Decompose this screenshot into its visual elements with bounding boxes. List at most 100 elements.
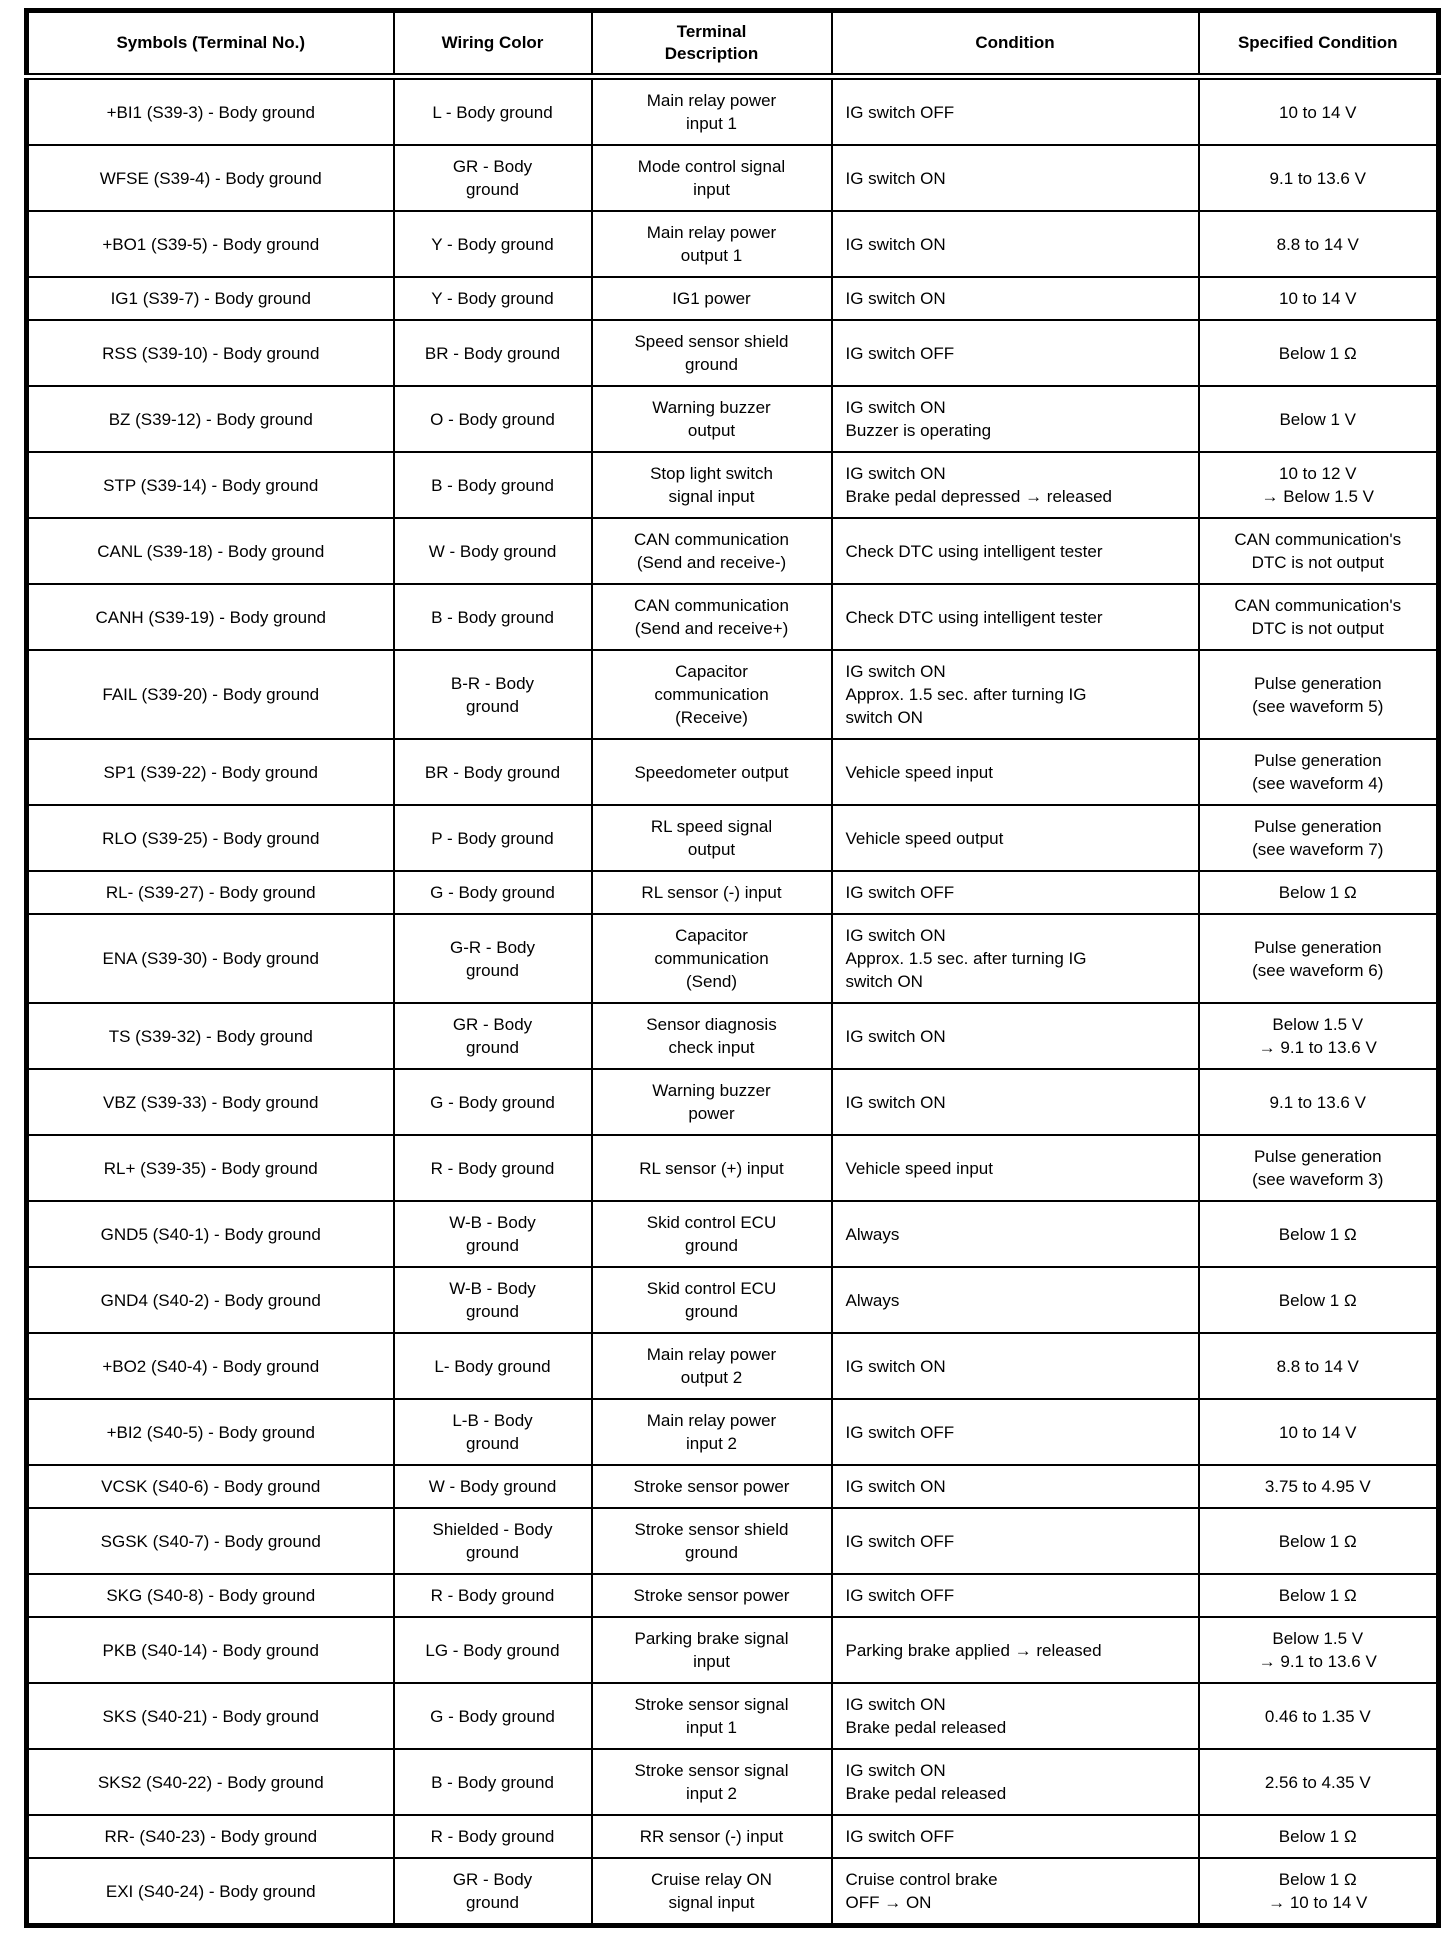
symbol-cell: CANL (S39-18) - Body ground xyxy=(25,517,395,585)
wiring-color-cell: R - Body ground xyxy=(392,1814,593,1859)
table-row: +BI1 (S39-3) - Body ground L - Body grou… xyxy=(25,75,1440,146)
specified-condition-cell: CAN communication's DTC is not output xyxy=(1197,517,1440,585)
specified-condition-cell: Pulse generation (see waveform 4) xyxy=(1197,738,1440,806)
specified-condition-cell: Below 1 Ω xyxy=(1197,1573,1440,1618)
terminal-description-cell: Stroke sensor signal input 2 xyxy=(590,1748,833,1816)
condition-cell: IG switch OFF xyxy=(830,1398,1200,1466)
wiring-color-cell: L - Body ground xyxy=(392,75,593,146)
specified-condition-cell: Below 1.5 V → 9.1 to 13.6 V xyxy=(1197,1616,1440,1684)
terminal-description-cell: Sensor diagnosis check input xyxy=(590,1002,833,1070)
terminal-description-cell: Main relay power output 2 xyxy=(590,1332,833,1400)
specified-condition-cell: Below 1.5 V → 9.1 to 13.6 V xyxy=(1197,1002,1440,1070)
specified-condition-cell: 10 to 14 V xyxy=(1197,75,1440,146)
specified-condition-cell: Below 1 Ω xyxy=(1197,1507,1440,1575)
symbol-cell: RL+ (S39-35) - Body ground xyxy=(25,1134,395,1202)
wiring-color-cell: G-R - Body ground xyxy=(392,913,593,1004)
wiring-color-cell: B - Body ground xyxy=(392,1748,593,1816)
column-header-specified-condition: Specified Condition xyxy=(1197,9,1440,80)
specified-condition-cell: Below 1 V xyxy=(1197,385,1440,453)
table-row: VBZ (S39-33) - Body ground G - Body grou… xyxy=(25,1068,1440,1136)
terminal-description-cell: Stop light switch signal input xyxy=(590,451,833,519)
wiring-color-cell: G - Body ground xyxy=(392,1068,593,1136)
terminal-description-cell: RR sensor (-) input xyxy=(590,1814,833,1859)
symbol-cell: GND5 (S40-1) - Body ground xyxy=(25,1200,395,1268)
column-header-terminal-description: Terminal Description xyxy=(590,9,833,80)
terminal-description-cell: Warning buzzer output xyxy=(590,385,833,453)
condition-cell: IG switch OFF xyxy=(830,319,1200,387)
condition-cell: IG switch ON xyxy=(830,210,1200,278)
table-row: SGSK (S40-7) - Body ground Shielded - Bo… xyxy=(25,1507,1440,1575)
condition-cell: IG switch OFF xyxy=(830,870,1200,915)
wiring-color-cell: P - Body ground xyxy=(392,804,593,872)
wiring-color-cell: W-B - Body ground xyxy=(392,1266,593,1334)
condition-cell: Always xyxy=(830,1200,1200,1268)
specified-condition-cell: 10 to 12 V → Below 1.5 V xyxy=(1197,451,1440,519)
condition-cell: IG switch ON Approx. 1.5 sec. after turn… xyxy=(830,649,1200,740)
specified-condition-cell: Below 1 Ω xyxy=(1197,319,1440,387)
specified-condition-cell: 9.1 to 13.6 V xyxy=(1197,1068,1440,1136)
terminal-description-cell: Parking brake signal input xyxy=(590,1616,833,1684)
terminal-description-cell: CAN communication (Send and receive-) xyxy=(590,517,833,585)
column-header-wiring-color: Wiring Color xyxy=(392,9,593,80)
table-row: SKS2 (S40-22) - Body ground B - Body gro… xyxy=(25,1748,1440,1816)
symbol-cell: PKB (S40-14) - Body ground xyxy=(25,1616,395,1684)
table-row: RL- (S39-27) - Body ground G - Body grou… xyxy=(25,870,1440,915)
wiring-color-cell: W - Body ground xyxy=(392,517,593,585)
wiring-color-cell: W - Body ground xyxy=(392,1464,593,1509)
specified-condition-cell: Pulse generation (see waveform 5) xyxy=(1197,649,1440,740)
condition-cell: IG switch ON xyxy=(830,276,1200,321)
wiring-color-cell: R - Body ground xyxy=(392,1134,593,1202)
table-row: SKG (S40-8) - Body ground R - Body groun… xyxy=(25,1573,1440,1618)
table-row: CANL (S39-18) - Body ground W - Body gro… xyxy=(25,517,1440,585)
condition-cell: IG switch OFF xyxy=(830,1507,1200,1575)
specified-condition-cell: Pulse generation (see waveform 7) xyxy=(1197,804,1440,872)
table-row: EXI (S40-24) - Body ground GR - Body gro… xyxy=(25,1857,1440,1927)
condition-cell: Always xyxy=(830,1266,1200,1334)
wiring-color-cell: G - Body ground xyxy=(392,870,593,915)
table-row: GND4 (S40-2) - Body ground W-B - Body gr… xyxy=(25,1266,1440,1334)
specified-condition-cell: Below 1 Ω xyxy=(1197,1266,1440,1334)
terminal-description-cell: Mode control signal input xyxy=(590,144,833,212)
symbol-cell: +BO2 (S40-4) - Body ground xyxy=(25,1332,395,1400)
terminal-description-cell: IG1 power xyxy=(590,276,833,321)
column-header-symbols: Symbols (Terminal No.) xyxy=(25,9,395,80)
wiring-color-cell: Y - Body ground xyxy=(392,210,593,278)
condition-cell: IG switch ON xyxy=(830,1002,1200,1070)
terminal-description-cell: Speedometer output xyxy=(590,738,833,806)
wiring-color-cell: GR - Body ground xyxy=(392,144,593,212)
specified-condition-cell: Pulse generation (see waveform 6) xyxy=(1197,913,1440,1004)
wiring-color-cell: O - Body ground xyxy=(392,385,593,453)
wiring-color-cell: G - Body ground xyxy=(392,1682,593,1750)
table-row: FAIL (S39-20) - Body ground B-R - Body g… xyxy=(25,649,1440,740)
condition-cell: Check DTC using intelligent tester xyxy=(830,583,1200,651)
condition-cell: Vehicle speed output xyxy=(830,804,1200,872)
table-row: SKS (S40-21) - Body ground G - Body grou… xyxy=(25,1682,1440,1750)
wiring-color-cell: L- Body ground xyxy=(392,1332,593,1400)
specified-condition-cell: Below 1 Ω xyxy=(1197,870,1440,915)
table-row: +BO2 (S40-4) - Body ground L- Body groun… xyxy=(25,1332,1440,1400)
column-header-condition: Condition xyxy=(830,9,1200,80)
symbol-cell: IG1 (S39-7) - Body ground xyxy=(25,276,395,321)
table-row: SP1 (S39-22) - Body ground BR - Body gro… xyxy=(25,738,1440,806)
condition-cell: IG switch ON Brake pedal depressed → rel… xyxy=(830,451,1200,519)
symbol-cell: CANH (S39-19) - Body ground xyxy=(25,583,395,651)
symbol-cell: SGSK (S40-7) - Body ground xyxy=(25,1507,395,1575)
wiring-color-cell: R - Body ground xyxy=(392,1573,593,1618)
table-row: ENA (S39-30) - Body ground G-R - Body gr… xyxy=(25,913,1440,1004)
symbol-cell: FAIL (S39-20) - Body ground xyxy=(25,649,395,740)
specified-condition-cell: Below 1 Ω xyxy=(1197,1814,1440,1859)
condition-cell: IG switch ON xyxy=(830,144,1200,212)
specified-condition-cell: Below 1 Ω xyxy=(1197,1200,1440,1268)
wiring-color-cell: GR - Body ground xyxy=(392,1857,593,1927)
condition-cell: Vehicle speed input xyxy=(830,738,1200,806)
terminal-description-cell: Warning buzzer power xyxy=(590,1068,833,1136)
table-row: BZ (S39-12) - Body ground O - Body groun… xyxy=(25,385,1440,453)
symbol-cell: SKG (S40-8) - Body ground xyxy=(25,1573,395,1618)
terminal-description-cell: RL sensor (+) input xyxy=(590,1134,833,1202)
specified-condition-cell: 8.8 to 14 V xyxy=(1197,1332,1440,1400)
symbol-cell: SKS (S40-21) - Body ground xyxy=(25,1682,395,1750)
symbol-cell: RR- (S40-23) - Body ground xyxy=(25,1814,395,1859)
condition-cell: Check DTC using intelligent tester xyxy=(830,517,1200,585)
terminal-spec-table: Symbols (Terminal No.) Wiring Color Term… xyxy=(24,8,1441,1928)
